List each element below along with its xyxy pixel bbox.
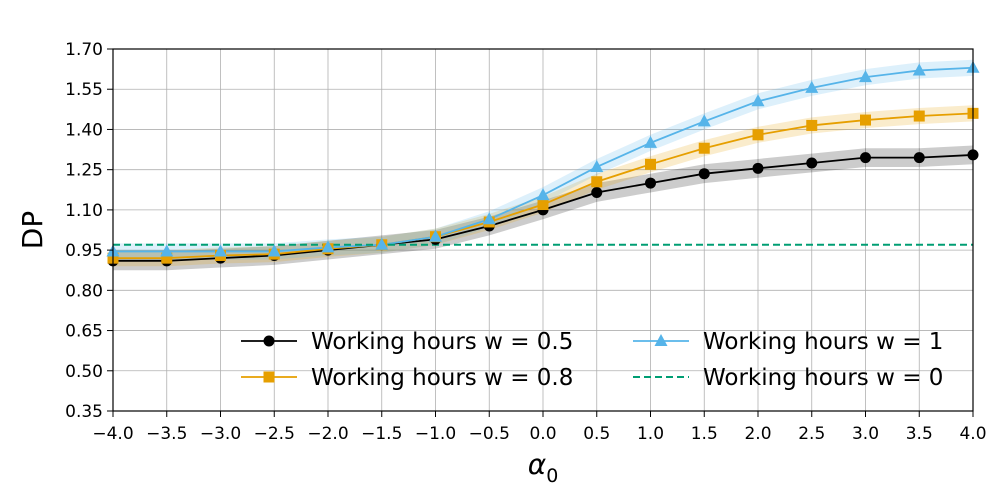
legend-marker [263, 335, 275, 347]
x-axis-ticks: −4.0 −3.5 −3.0 −2.5 −2.0 −1.5 −1.0 −0.5 0.0 0.5 1.… [92, 411, 987, 444]
y-tick-label: 0.50 [65, 362, 103, 382]
y-axis-ticks: 0.35 0.50 0.65 0.80 0.95 1.10 1.25 1.40 1.55 1.70 [65, 40, 113, 422]
y-axis-label: DP [16, 211, 49, 249]
legend-swatch [633, 334, 689, 346]
data-point [912, 63, 926, 76]
x-tick-label: −4.0 [92, 424, 133, 444]
legend-swatch [241, 335, 297, 347]
x-tick-label: 3.5 [906, 424, 933, 444]
legend-entry-w0: Working hours w = 0 [633, 365, 943, 391]
data-point [913, 110, 925, 122]
data-point [806, 157, 818, 169]
legend-marker [654, 334, 668, 346]
x-tick-label: 4.0 [959, 424, 986, 444]
legend-entry-w08: Working hours w = 0.8 [241, 365, 573, 391]
legend-label-w08: Working hours w = 0.8 [311, 365, 573, 391]
data-point [161, 252, 173, 264]
x-tick-label: −1.5 [361, 424, 402, 444]
x-tick-label: 0.5 [583, 424, 610, 444]
data-point [697, 114, 711, 127]
data-point [645, 177, 656, 189]
data-point [482, 212, 496, 225]
data-point [644, 135, 657, 148]
y-tick-label: 0.35 [65, 402, 103, 422]
data-point [913, 152, 925, 164]
x-tick-label: 2.0 [744, 424, 771, 444]
x-tick-label: −2.0 [307, 424, 348, 444]
y-tick-label: 0.80 [65, 281, 103, 301]
series-band [113, 59, 973, 260]
x-axis-label: α0 [528, 448, 559, 487]
y-tick-label: 0.95 [65, 241, 103, 261]
data-point [698, 142, 710, 154]
data-point [321, 240, 335, 253]
x-tick-label: −1.0 [415, 424, 456, 444]
data-point [214, 244, 227, 257]
data-point [805, 80, 819, 93]
legend-label-w05: Working hours w = 0.5 [311, 329, 573, 355]
data-point [859, 70, 872, 83]
y-tick-label: 1.25 [65, 161, 103, 181]
data-point [860, 114, 871, 126]
legend-swatch [241, 371, 297, 383]
x-tick-label: −3.5 [146, 424, 187, 444]
x-tick-label: 0.0 [529, 424, 556, 444]
y-tick-label: 1.40 [65, 120, 103, 140]
data-point [860, 152, 871, 164]
data-point [751, 94, 765, 107]
data-point [591, 176, 603, 188]
y-tick-label: 1.70 [65, 40, 103, 60]
y-tick-label: 0.65 [65, 322, 103, 342]
data-point [645, 158, 656, 170]
grid [112, 48, 974, 412]
data-point [590, 159, 604, 172]
legend-marker [263, 371, 275, 383]
data-point [752, 129, 764, 141]
x-tick-label: −3.0 [200, 424, 241, 444]
y-tick-label: 1.55 [65, 80, 103, 100]
x-axis-label-subscript: 0 [546, 465, 558, 487]
data-point [267, 244, 281, 257]
data-point [160, 244, 174, 257]
data-point [591, 186, 603, 198]
x-axis-label-symbol: α [528, 448, 547, 481]
data-point [806, 119, 818, 131]
data-point [536, 188, 550, 201]
series-band [113, 105, 973, 267]
data-point [537, 199, 549, 211]
y-tick-label: 1.10 [65, 201, 103, 221]
legend-label-w0: Working hours w = 0 [703, 365, 943, 391]
legend: Working hours w = 0.5 Working hours w = … [241, 329, 943, 391]
x-tick-label: 1.0 [637, 424, 664, 444]
x-tick-label: 1.5 [691, 424, 718, 444]
x-tick-label: −0.5 [469, 424, 510, 444]
x-tick-label: 3.0 [852, 424, 879, 444]
data-point [752, 162, 764, 174]
legend-entry-w05: Working hours w = 0.5 [241, 329, 573, 355]
legend-label-w1: Working hours w = 1 [703, 329, 943, 355]
data-point [429, 229, 442, 242]
x-tick-label: −2.5 [254, 424, 295, 444]
legend-entry-w1: Working hours w = 1 [633, 329, 943, 355]
data-point [698, 168, 710, 180]
x-tick-label: 2.5 [798, 424, 825, 444]
data-point [375, 237, 389, 250]
